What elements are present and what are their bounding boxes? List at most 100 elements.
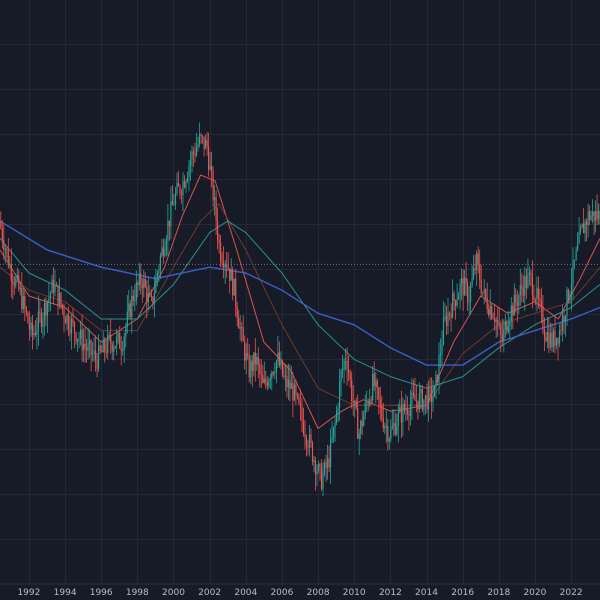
candle-body [132, 296, 134, 301]
candle-body [107, 335, 109, 353]
candle-body [241, 327, 243, 328]
candle-body [536, 287, 538, 301]
candle-body [89, 340, 91, 344]
x-tick-label: 2006 [270, 588, 293, 598]
candle-body [557, 337, 559, 344]
candle-body [518, 295, 520, 306]
candle-body [430, 387, 433, 402]
candle-body [92, 353, 94, 355]
candle-body [396, 426, 398, 435]
candle-body [367, 402, 369, 405]
candle-body [239, 327, 241, 329]
candle-body [101, 350, 103, 353]
candle-body [494, 318, 496, 322]
candle-body [93, 350, 95, 354]
candle-body [96, 359, 98, 370]
candle-body [167, 220, 169, 241]
candle-body [382, 418, 384, 429]
candle-body [345, 360, 347, 362]
candle-body [587, 211, 589, 225]
candle-body [506, 321, 508, 332]
candle-body [37, 311, 39, 331]
candle-body [268, 380, 270, 387]
candle-body [189, 159, 192, 166]
candle-body [316, 471, 318, 475]
candle-body [402, 404, 404, 423]
x-tick-label: 1996 [90, 588, 113, 598]
candle-body [99, 345, 101, 351]
candle-body [438, 355, 440, 383]
candle-body [482, 292, 484, 293]
candle-body [238, 318, 240, 329]
candle-body [325, 462, 327, 468]
candle-body [43, 303, 45, 319]
candle-body [224, 264, 226, 268]
candle-body [6, 248, 8, 250]
candle-body [131, 296, 133, 318]
candle-body [584, 221, 586, 234]
candle-body [168, 220, 170, 227]
candle-body [305, 437, 308, 446]
x-tick-label: 2008 [307, 588, 330, 598]
candle-body [566, 289, 568, 317]
candle-body [247, 353, 249, 356]
candle-body [202, 136, 204, 137]
candle-body [308, 434, 311, 448]
candle-body [384, 426, 386, 429]
candle-body [450, 313, 452, 318]
candle-body [120, 348, 122, 351]
candle-body [580, 227, 582, 232]
candle-body [51, 279, 53, 294]
candle-body [448, 312, 451, 314]
candle-body [433, 386, 436, 397]
candle-body [75, 332, 77, 342]
candle-body [441, 344, 443, 354]
candle-body [581, 224, 583, 228]
candle-body [149, 293, 151, 296]
candle-body [519, 285, 521, 296]
candle-body [468, 301, 470, 303]
candle-body [275, 361, 277, 373]
candle-body [212, 171, 214, 201]
candle-body [70, 319, 73, 334]
candle-body [415, 400, 417, 402]
candle-body [286, 376, 288, 388]
candle-body [543, 329, 545, 338]
candle-body [426, 395, 428, 410]
candle-body [165, 240, 167, 250]
candle-body [474, 268, 476, 270]
candle-body [342, 368, 344, 371]
candle-body [352, 401, 354, 403]
candle-body [492, 318, 494, 319]
candle-body [152, 296, 154, 304]
candle-body [265, 378, 267, 383]
candle-body [1, 227, 3, 240]
candle-body [452, 293, 454, 318]
candle-body [48, 297, 50, 302]
candle-body [125, 326, 127, 337]
candle-body [561, 315, 564, 331]
candle-body [162, 247, 164, 256]
candle-body [461, 277, 463, 284]
candle-body [86, 347, 88, 351]
candle-body [156, 273, 158, 278]
candle-body [198, 134, 201, 144]
candle-body [15, 278, 17, 286]
moving-average-line-3 [0, 220, 600, 389]
candle-body [78, 338, 80, 339]
candle-body [266, 382, 268, 387]
candle-body [337, 408, 339, 411]
candle-body [313, 460, 315, 463]
candle-body [177, 183, 180, 187]
candle-body [435, 374, 437, 386]
candle-body [333, 426, 335, 438]
candle-body [235, 278, 237, 307]
candle-body [330, 439, 332, 468]
candle-body [72, 319, 74, 323]
candle-body [194, 153, 196, 156]
x-tick-label: 2010 [343, 588, 366, 598]
candle-body [453, 293, 455, 301]
candle-body [253, 352, 255, 371]
candle-body [34, 333, 36, 335]
